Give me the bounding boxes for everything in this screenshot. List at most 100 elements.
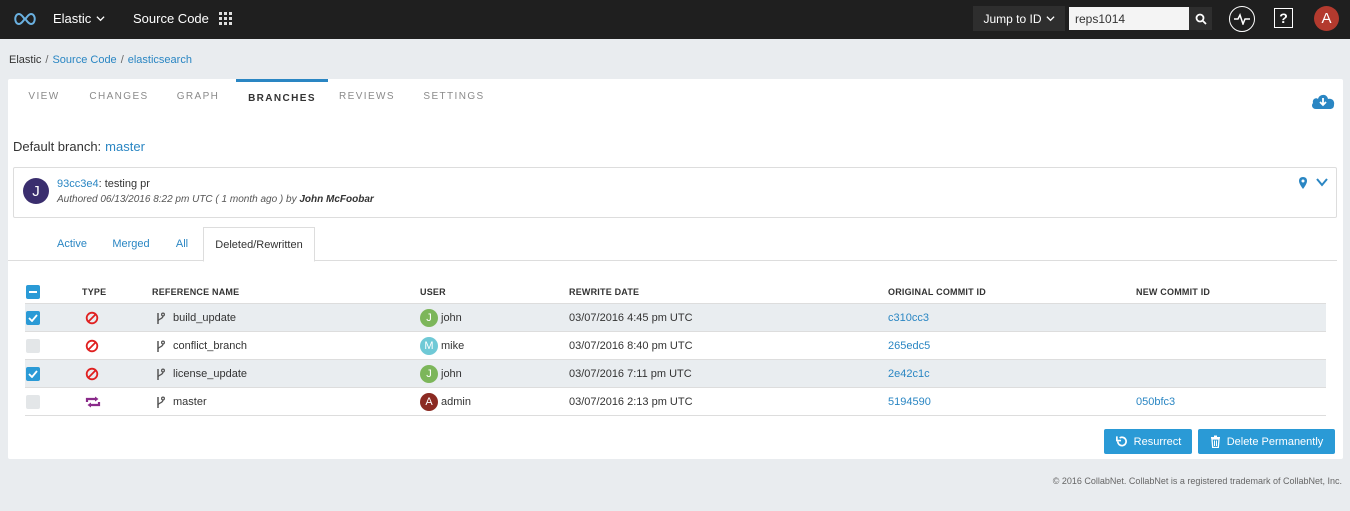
activity-button[interactable] [1229,6,1255,32]
rewritten-type-icon [85,396,101,408]
subtab-merged[interactable]: Merged [112,238,150,250]
reference-name: conflict_branch [173,340,247,352]
undo-icon [1115,436,1127,447]
original-commit-link[interactable]: 265edc5 [888,340,931,352]
table-row[interactable]: license_update J john 03/07/2016 7:11 pm… [25,360,1326,388]
default-branch-label: Default branch: [13,139,102,154]
commit-author: John McFoobar [299,194,374,205]
tab-reviews[interactable]: REVIEWS [339,91,395,102]
commit-meta: Authored 06/13/2016 8:22 pm UTC ( 1 mont… [57,194,374,205]
jump-label: Jump to ID [983,11,1042,26]
user-name: mike [441,340,465,352]
new-commit-link[interactable]: 050bfc3 [1136,396,1176,408]
chevron-down-icon[interactable] [1316,178,1328,187]
breadcrumb-root[interactable]: Elastic [9,54,42,66]
original-commit-link[interactable]: 5194590 [888,396,931,408]
row-checkbox[interactable] [26,395,40,409]
user-avatar: A [420,393,438,411]
select-all-checkbox[interactable] [26,285,40,299]
chevron-down-icon [1045,16,1055,22]
location-pin-icon[interactable] [1298,177,1308,189]
activity-pulse-icon [1234,13,1250,25]
deleted-type-icon [85,311,99,325]
commit-message: : testing pr [98,178,150,190]
header-rewrite-date: REWRITE DATE [569,287,640,297]
reference-name: build_update [173,312,237,324]
table-row[interactable]: conflict_branch M mike 03/07/2016 8:40 p… [25,332,1326,360]
tab-graph[interactable]: GRAPH [176,91,220,102]
footer-copyright: © 2016 CollabNet. CollabNet is a registe… [1052,476,1342,486]
original-commit-link[interactable]: 2e42c1c [888,368,930,380]
trash-icon [1210,435,1220,448]
rewrite-date: 03/07/2016 2:13 pm UTC [569,396,693,408]
subtab-active[interactable]: Active [57,238,87,250]
brand-menu[interactable]: Elastic [53,11,105,26]
default-branch: Default branch: master [13,139,145,154]
cloud-download-icon[interactable] [1310,91,1336,111]
user-avatar[interactable]: A [1314,6,1339,31]
user-name: admin [441,396,471,408]
row-checkbox[interactable] [26,311,40,325]
top-bar: Elastic Source Code Jump to ID ? A [0,0,1350,39]
branches-table: TYPE REFERENCE NAME USER REWRITE DATE OR… [25,279,1326,416]
table-body: build_update J john 03/07/2016 4:45 pm U… [25,304,1326,416]
search-icon [1195,13,1207,25]
project-menu[interactable]: Source Code [133,11,232,26]
breadcrumb-source-code[interactable]: Source Code [52,54,117,66]
delete-permanently-label: Delete Permanently [1226,435,1324,448]
project-label: Source Code [133,11,209,26]
tab-view[interactable]: VIEW [28,91,60,102]
commit-summary: J 93cc3e4: testing pr Authored 06/13/201… [13,167,1337,218]
original-commit-link[interactable]: c310cc3 [888,312,929,324]
table-header: TYPE REFERENCE NAME USER REWRITE DATE OR… [25,279,1326,304]
commit-title: 93cc3e4: testing pr [57,178,150,190]
breadcrumb-repo[interactable]: elasticsearch [127,54,192,66]
branch-filter-tabs: Active Merged All Deleted/Rewritten [8,227,1337,262]
tab-changes[interactable]: CHANGES [89,91,149,102]
user-avatar: J [420,365,438,383]
default-branch-value[interactable]: master [105,139,145,154]
commit-author-avatar: J [23,178,49,204]
chevron-down-icon [96,16,105,22]
search-input[interactable] [1069,7,1189,30]
rewrite-date: 03/07/2016 4:45 pm UTC [569,312,693,324]
header-user: USER [420,287,446,297]
header-original-commit: ORIGINAL COMMIT ID [888,287,986,297]
branch-icon [157,340,165,352]
checkmark-icon [28,370,38,378]
checkmark-icon [28,314,38,322]
branch-icon [157,368,165,380]
resurrect-label: Resurrect [1133,435,1182,448]
user-avatar: J [420,309,438,327]
main-card: VIEW CHANGES GRAPH BRANCHES REVIEWS SETT… [8,79,1343,459]
brand-label: Elastic [53,11,92,26]
subtab-deleted-rewritten[interactable]: Deleted/Rewritten [203,227,315,262]
branch-icon [157,396,165,408]
breadcrumb-separator: / [45,54,49,66]
user-avatar: M [420,337,438,355]
user-name: john [441,312,462,324]
row-checkbox[interactable] [26,339,40,353]
row-checkbox[interactable] [26,367,40,381]
delete-permanently-button[interactable]: Delete Permanently [1198,429,1335,454]
tab-settings[interactable]: SETTINGS [423,91,485,102]
header-type: TYPE [82,287,107,297]
table-row[interactable]: build_update J john 03/07/2016 4:45 pm U… [25,304,1326,332]
tab-branches[interactable]: BRANCHES [236,79,328,114]
branch-icon [157,312,165,324]
jump-to-id-button[interactable]: Jump to ID [973,6,1065,31]
header-reference-name: REFERENCE NAME [152,287,240,297]
table-row[interactable]: master A admin 03/07/2016 2:13 pm UTC 51… [25,388,1326,416]
search-button[interactable] [1189,7,1212,30]
resurrect-button[interactable]: Resurrect [1104,429,1192,454]
commit-sha-link[interactable]: 93cc3e4 [57,178,99,190]
deleted-type-icon [85,367,99,381]
reference-name: license_update [173,368,248,380]
collabnet-logo-icon[interactable] [12,10,38,28]
help-button[interactable]: ? [1274,8,1293,28]
subtab-all[interactable]: All [175,238,189,250]
apps-grid-icon[interactable] [218,12,232,25]
user-name: john [441,368,462,380]
breadcrumb: Elastic / Source Code / elasticsearch [9,54,192,66]
deleted-type-icon [85,339,99,353]
